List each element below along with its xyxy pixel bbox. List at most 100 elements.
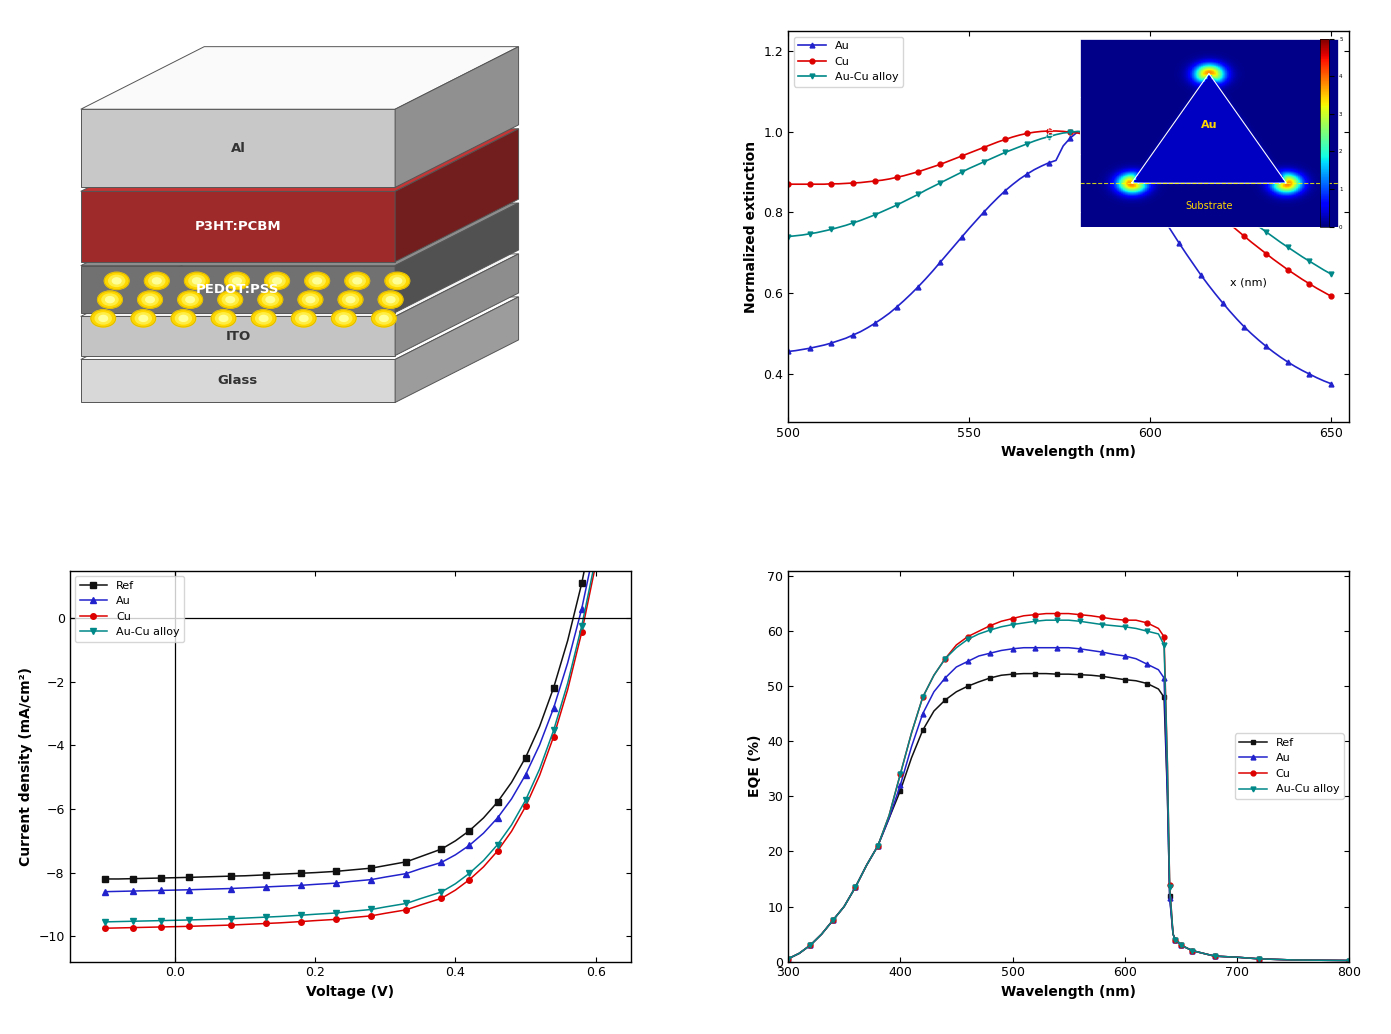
- Ref: [181, 872, 198, 884]
- Au: [836, 901, 853, 913]
- Cu: [1135, 152, 1152, 164]
- Au: [447, 849, 463, 861]
- Cu: [914, 691, 931, 703]
- Cu: [1015, 610, 1032, 622]
- Circle shape: [139, 315, 147, 322]
- Au: [1128, 652, 1145, 665]
- Ref: [307, 866, 324, 879]
- Circle shape: [342, 294, 359, 305]
- Circle shape: [189, 275, 204, 286]
- Au-Cu alloy: [1149, 151, 1166, 163]
- Au-Cu alloy: [1167, 934, 1184, 946]
- Cu: [433, 892, 449, 905]
- Cu: [398, 904, 415, 916]
- Ref: [1159, 790, 1175, 802]
- Circle shape: [331, 310, 356, 327]
- Au: [1082, 644, 1099, 657]
- Au: [1159, 788, 1175, 800]
- Circle shape: [389, 275, 405, 286]
- Au-Cu alloy: [377, 901, 394, 913]
- Cu: [1139, 616, 1156, 629]
- Au-Cu alloy: [363, 904, 380, 916]
- Circle shape: [185, 272, 209, 290]
- Text: ITO: ITO: [225, 330, 250, 342]
- Au: [1060, 641, 1077, 653]
- Ref: [1167, 934, 1184, 946]
- Ref: [1106, 672, 1123, 685]
- Circle shape: [95, 313, 111, 324]
- Au-Cu alloy: [138, 915, 154, 927]
- Au-Cu alloy: [1060, 614, 1077, 627]
- Cu: [1040, 125, 1057, 138]
- Au: [1195, 947, 1212, 960]
- Text: Glass: Glass: [218, 374, 259, 388]
- Cu: [903, 727, 919, 739]
- Au-Cu alloy: [447, 878, 463, 890]
- Circle shape: [387, 297, 395, 303]
- Au: [1285, 953, 1302, 966]
- Cu: [377, 907, 394, 919]
- Ref: [1206, 950, 1223, 963]
- Ref: [960, 680, 976, 693]
- Y-axis label: EQE (%): EQE (%): [747, 735, 762, 797]
- Ref: [236, 870, 253, 882]
- Au: [181, 884, 198, 896]
- Cu: [517, 800, 534, 813]
- Au-Cu alloy: [892, 768, 908, 781]
- Ref: [1093, 670, 1110, 682]
- Ref: [1228, 951, 1245, 964]
- Au: [559, 657, 576, 669]
- Au-Cu alloy: [517, 794, 534, 807]
- Ref: [1117, 673, 1134, 686]
- Au-Cu alloy: [601, 473, 618, 485]
- Ref: [342, 863, 359, 876]
- Cu: [993, 615, 1010, 628]
- Cu: [342, 912, 359, 924]
- Cu: [1195, 947, 1212, 960]
- Cu: [869, 840, 886, 852]
- Polygon shape: [81, 110, 395, 187]
- Cu: [1285, 953, 1302, 966]
- Au: [982, 647, 999, 660]
- Au-Cu alloy: [1341, 954, 1358, 967]
- Cu: [1070, 127, 1086, 140]
- Cu: [1161, 878, 1178, 890]
- Au-Cu alloy: [476, 854, 492, 866]
- Legend: Au, Cu, Au-Cu alloy: Au, Cu, Au-Cu alloy: [793, 36, 903, 87]
- Cu: [1323, 291, 1340, 303]
- Au-Cu alloy: [96, 916, 113, 929]
- Cu: [1038, 607, 1054, 619]
- Circle shape: [178, 291, 203, 308]
- Cu: [1049, 607, 1066, 619]
- Au: [1117, 649, 1134, 662]
- Cu: [1228, 951, 1245, 964]
- Circle shape: [220, 315, 228, 322]
- Au-Cu alloy: [292, 909, 309, 921]
- Au: [869, 840, 886, 852]
- Au-Cu alloy: [110, 915, 127, 927]
- Au-Cu alloy: [545, 724, 562, 736]
- Circle shape: [175, 313, 192, 324]
- Cu: [1156, 631, 1173, 643]
- Circle shape: [302, 294, 319, 305]
- Ref: [257, 869, 274, 881]
- Au-Cu alloy: [124, 915, 140, 927]
- Cu: [925, 669, 942, 681]
- Cu: [1128, 614, 1145, 627]
- Cu: [1071, 608, 1088, 620]
- Au-Cu alloy: [1106, 619, 1123, 632]
- Ref: [363, 862, 380, 875]
- Cu: [1167, 934, 1184, 946]
- Au: [1027, 641, 1043, 653]
- Ref: [858, 859, 875, 872]
- X-axis label: Wavelength (nm): Wavelength (nm): [1002, 985, 1136, 999]
- Cu: [779, 178, 796, 190]
- Au: [517, 768, 534, 781]
- Au: [490, 812, 506, 824]
- Circle shape: [306, 297, 314, 303]
- Cu: [236, 918, 253, 931]
- Line: Cu: Cu: [786, 128, 1334, 299]
- Au-Cu alloy: [412, 892, 428, 905]
- Au: [167, 884, 184, 896]
- Ref: [1161, 889, 1178, 902]
